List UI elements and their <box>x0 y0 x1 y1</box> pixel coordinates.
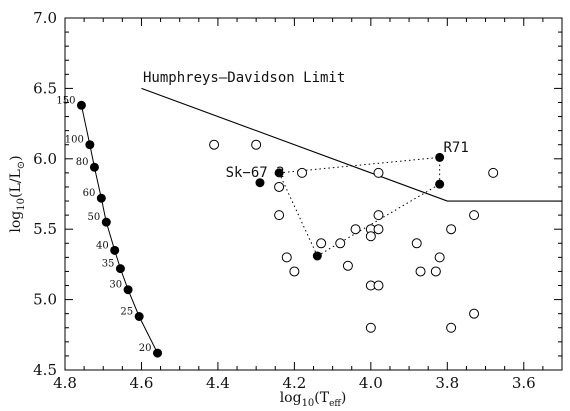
x-tick-label: 4.2 <box>282 374 306 392</box>
axis-ticks <box>64 17 563 371</box>
star-annotation: R71 <box>443 140 468 156</box>
open-star-point <box>446 224 457 235</box>
zams-point <box>123 285 133 295</box>
open-star-point <box>365 322 376 333</box>
dotted-path-segment <box>278 172 318 257</box>
open-star-point <box>434 252 445 263</box>
open-star-point <box>297 167 308 178</box>
y-axis-label: log10(L/L⊙) <box>8 155 27 232</box>
open-star-point <box>469 308 480 319</box>
zams-point <box>115 264 125 274</box>
open-star-point <box>281 252 292 263</box>
y-tick-label: 5.0 <box>33 291 57 309</box>
filled-star-point <box>435 152 445 162</box>
open-star-point <box>365 231 376 242</box>
mass-label: 100 <box>65 135 84 146</box>
open-star-point <box>488 167 499 178</box>
x-tick-label: 4.4 <box>206 374 230 392</box>
open-star-point <box>335 238 346 249</box>
open-star-point <box>430 266 441 277</box>
zams-point <box>153 348 163 358</box>
open-star-point <box>274 210 285 221</box>
y-tick-label: 7.0 <box>33 9 57 27</box>
zams-point <box>134 311 144 321</box>
open-star-point <box>373 167 384 178</box>
y-tick-label: 4.5 <box>33 361 57 379</box>
hd-limit-group: Humphreys–Davidson Limit <box>141 70 562 202</box>
filled-star-point <box>435 179 445 189</box>
hd-limit-line <box>141 87 562 202</box>
x-axis-label: log10(Teff) <box>280 390 347 409</box>
filled-star-point <box>274 168 284 178</box>
open-star-point <box>373 210 384 221</box>
mass-label: 30 <box>109 280 122 291</box>
hd-limit-label: Humphreys–Davidson Limit <box>143 70 345 86</box>
open-star-point <box>373 224 384 235</box>
open-star-point <box>209 139 220 150</box>
x-tick-label: 3.8 <box>435 374 459 392</box>
zams-point <box>89 162 99 172</box>
mass-label: 60 <box>83 188 96 199</box>
open-star-point <box>411 238 422 249</box>
x-tick-label: 3.6 <box>512 374 536 392</box>
mass-label: 80 <box>76 157 89 168</box>
x-tick-label: 4.8 <box>53 374 77 392</box>
y-tick-label: 5.5 <box>33 220 57 238</box>
mass-label: 25 <box>120 306 133 317</box>
open-star-point <box>469 210 480 221</box>
open-star-point <box>342 260 353 271</box>
mass-label: 50 <box>88 212 101 223</box>
star-annotation: Sk−67 2 <box>226 165 285 181</box>
mass-label: 150 <box>56 95 75 106</box>
open-star-point <box>415 266 426 277</box>
mass-label: 20 <box>139 343 152 354</box>
zams-point <box>110 245 120 255</box>
zams-line <box>80 105 158 354</box>
zams-point <box>96 193 106 203</box>
filled-star-point <box>255 178 265 188</box>
annotations: Sk−67 2 R71 <box>226 140 469 181</box>
open-star-point <box>289 266 300 277</box>
y-tick-label: 6.0 <box>33 150 57 168</box>
star-points <box>209 139 499 333</box>
x-tick-label: 4.0 <box>359 374 383 392</box>
zams-point <box>76 100 86 110</box>
filled-star-point <box>312 251 322 261</box>
zams-track: 150 100 80 60 50 40 35 30 25 20 <box>56 95 163 358</box>
open-star-point <box>373 280 384 291</box>
tick-labels: 4.8 4.6 4.4 4.2 4.0 3.8 3.6 4.5 5.0 5.5 6.0 6.5 7.0 <box>33 9 536 392</box>
zams-point <box>85 140 95 150</box>
zams-point <box>101 217 111 227</box>
open-star-point <box>350 224 361 235</box>
open-star-point <box>316 238 327 249</box>
open-star-point <box>446 322 457 333</box>
x-tick-label: 4.6 <box>130 374 154 392</box>
mass-label: 35 <box>102 259 115 270</box>
mass-label: 40 <box>96 240 109 251</box>
open-star-point <box>274 181 285 192</box>
y-tick-label: 6.5 <box>33 79 57 97</box>
open-star-point <box>251 139 262 150</box>
